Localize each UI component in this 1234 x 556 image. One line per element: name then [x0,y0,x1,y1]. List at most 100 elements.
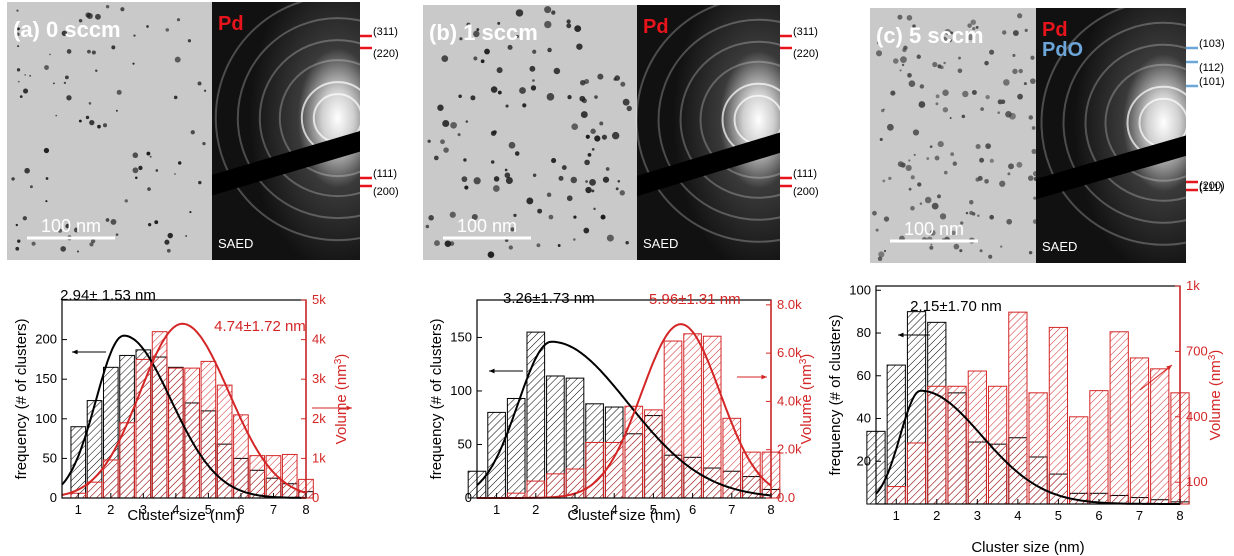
particle [886,123,894,131]
particle [60,246,66,252]
scale-bar-label: 100 nm [457,216,517,236]
particle [943,170,948,175]
scale-bar-label: 100 nm [904,219,964,239]
panel-b: (b) 1 sccm 100 nm Pd SAED (311) (220) (111) (20… [411,0,822,556]
particle [63,81,67,85]
particle [64,75,69,80]
y-tick-label: 150 [35,371,57,386]
particle [611,131,620,140]
y-right-tick-label: 0 [312,490,319,505]
x-tick-label: 6 [237,502,244,517]
tem-background [7,2,212,260]
particle [905,164,912,172]
particle [105,4,110,9]
particle [105,218,110,222]
y-right-tick-label: 8.0k [777,297,802,312]
diffraction-ring [1104,63,1223,182]
particle [134,176,138,180]
x-tick-label: 5 [650,502,657,517]
particle [546,93,555,101]
particle [484,48,490,55]
particle [514,151,520,156]
x-tick-label: 3 [974,508,981,523]
x-tick-label: 1 [75,502,82,517]
particle [590,128,596,134]
particle [189,211,192,214]
particle [984,178,989,184]
particle [515,34,519,38]
particle [458,94,462,99]
particle [1007,172,1011,176]
y-right-tick-label: 0.0 [777,490,795,505]
particle [66,95,72,101]
arrow-right-axis [1139,364,1173,391]
bar-volume [1109,331,1129,505]
particle [537,208,543,214]
bar-volume [585,441,604,499]
x-tick-label: 8 [1176,508,1183,523]
x-axis-label: Cluster size (nm) [567,507,680,524]
tem-image: (a) 0 sccm 100 nm [7,2,212,260]
particle [573,215,577,219]
y-right-axis-label: Volume (nm3) [798,354,816,445]
particle [1030,55,1035,60]
particle [984,60,989,66]
particle [594,95,598,99]
particle [132,167,139,174]
particle [49,53,51,56]
y-right-tick-label: 100 [1186,474,1208,489]
particle [508,141,516,149]
particle [975,25,979,29]
y-right-axis-label: Volume (nm3) [333,354,351,445]
particle [1002,30,1007,35]
diffraction-ring [1084,43,1233,202]
particle [888,176,892,181]
fit-curve-volume [61,322,307,496]
phase-label-pdo: PdO [1042,39,1083,61]
particle [91,50,96,55]
particle [197,81,202,86]
tem-label: (c) 5 sccm [876,23,984,48]
particle [510,227,515,232]
particle [24,167,30,174]
bar-volume [546,473,565,499]
particle [935,94,940,99]
particle [972,26,976,31]
particle [585,134,590,139]
particle [16,68,21,72]
particle [544,6,552,14]
saed-background [212,2,360,260]
panel-c: (c) 5 sccm 100 nm Pd PdO SAED (103) (112) (101)… [822,0,1233,556]
particle [566,19,571,24]
particle [493,176,500,182]
particle [515,9,524,17]
particle [15,223,19,227]
particle [29,185,33,189]
particle [583,227,590,234]
particle [497,90,502,95]
particle [58,228,63,233]
bar-volume [663,340,683,499]
x-tick-label: 5 [205,502,212,517]
diffraction-ring [278,59,397,178]
x-tick-label: 4 [1014,508,1021,523]
particle [989,214,994,220]
phase-label-pd: Pd [643,16,669,38]
x-axis-label: Cluster size (nm) [971,539,1084,556]
beam-stop [637,132,780,197]
particle [66,49,72,54]
particle [580,111,588,119]
particle [1028,115,1034,120]
y-tick-label: 100 [35,411,57,426]
particle [78,119,82,123]
arrow-left-axis-head [72,349,78,355]
particle [551,10,556,15]
particle [513,213,517,218]
diffraction-ring [635,0,822,243]
particle [906,15,913,21]
bar-frequency [886,364,906,505]
y-right-tick-label: 5k [312,292,326,307]
particle [146,151,151,156]
particle [937,194,941,199]
